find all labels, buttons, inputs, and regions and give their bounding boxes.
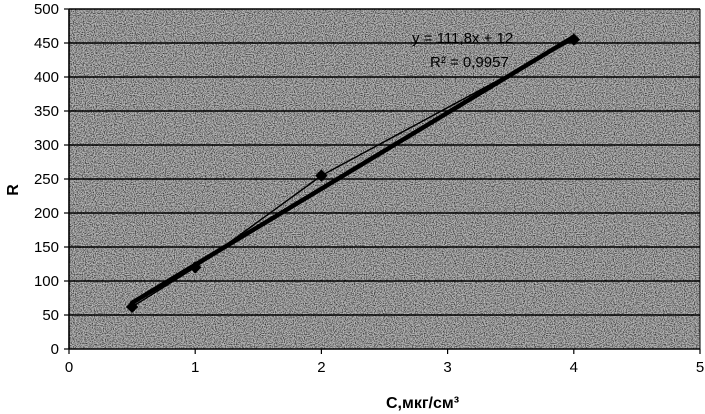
data-point-marker xyxy=(188,261,202,274)
y-axis-label: R xyxy=(5,184,22,196)
x-tick-label: 0 xyxy=(65,359,73,376)
x-tick-label: 2 xyxy=(317,359,325,376)
data-point-marker xyxy=(125,300,139,314)
r-squared-label: R² = 0,9957 xyxy=(430,54,509,71)
y-tick-label: 150 xyxy=(34,239,59,256)
x-axis-label: C,мкг/см³ xyxy=(386,395,459,412)
series-line xyxy=(131,38,575,308)
y-tick-label: 300 xyxy=(34,137,59,154)
y-tick-label: 450 xyxy=(34,35,59,52)
y-tick-label: 350 xyxy=(34,103,59,120)
x-tick-label: 3 xyxy=(443,359,451,376)
x-tick-label: 5 xyxy=(696,359,704,376)
y-tick-label: 200 xyxy=(34,205,59,222)
x-tick-label: 4 xyxy=(570,359,578,376)
x-tick-label: 1 xyxy=(191,359,199,376)
data-point-marker xyxy=(567,33,581,46)
y-tick-label: 500 xyxy=(34,1,59,18)
y-tick-label: 50 xyxy=(42,307,59,324)
trendline-equation-label: y = 111,8x + 12 xyxy=(412,30,513,47)
data-point-marker xyxy=(315,169,328,182)
y-tick-label: 100 xyxy=(34,273,59,290)
linear-trendline xyxy=(129,34,577,306)
y-tick-label: 0 xyxy=(51,341,59,358)
y-tick-label: 400 xyxy=(34,69,59,86)
y-tick-label: 250 xyxy=(34,171,59,188)
